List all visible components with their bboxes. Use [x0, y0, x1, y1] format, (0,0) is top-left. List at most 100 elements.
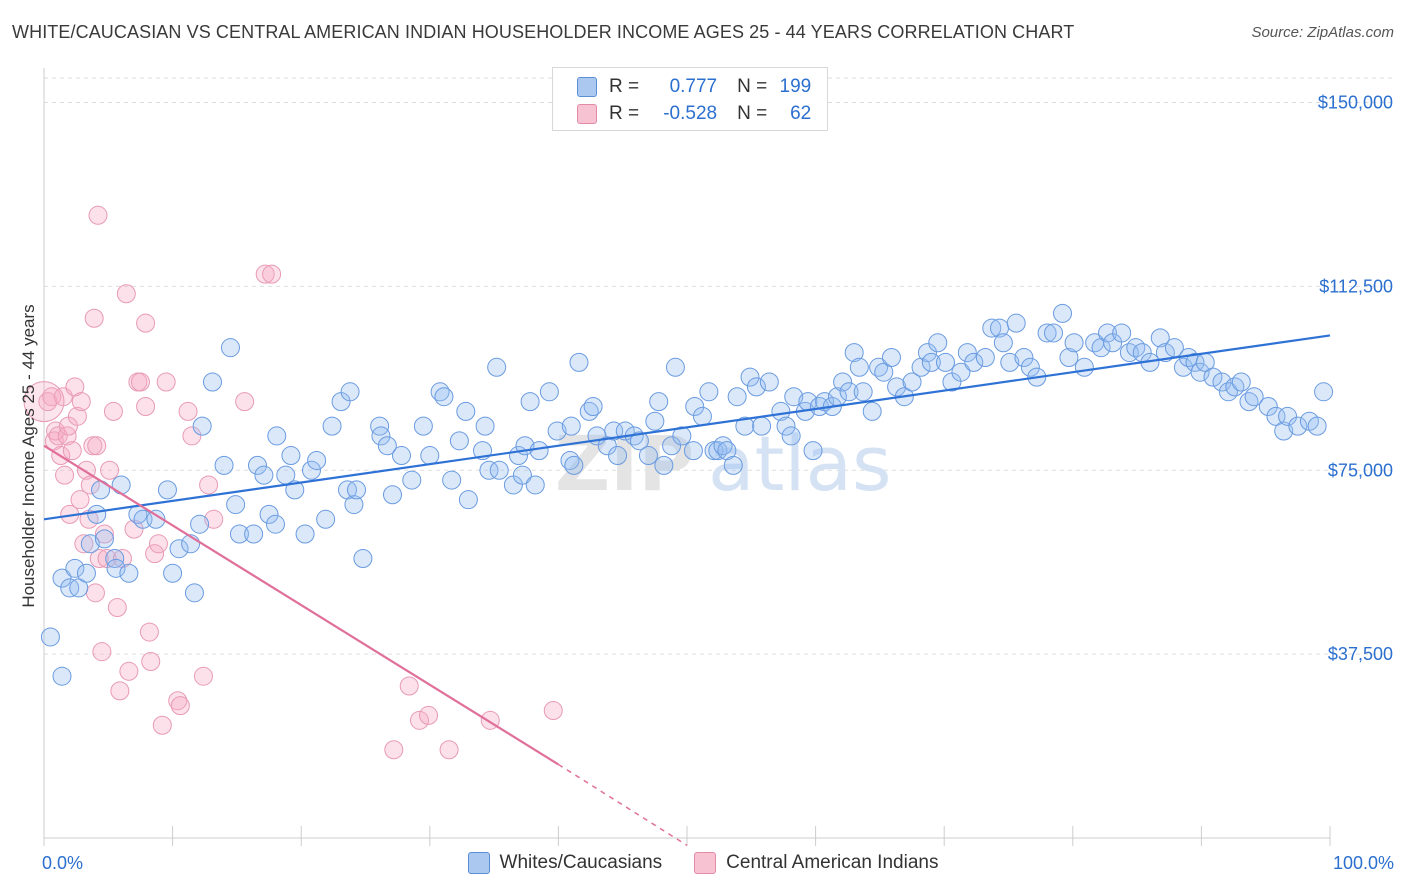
point-central-american: [80, 475, 100, 495]
point-whites: [226, 495, 246, 515]
axes: [43, 68, 1331, 846]
point-whites: [52, 568, 72, 588]
point-central-american: [255, 264, 275, 284]
point-whites: [265, 514, 285, 534]
point-central-american: [70, 490, 90, 510]
point-whites: [456, 401, 476, 421]
point-whites: [583, 397, 603, 417]
legend-item-whites[interactable]: Whites/Caucasians: [467, 852, 662, 874]
point-whites: [917, 343, 937, 363]
point-whites: [699, 382, 719, 402]
point-whites: [383, 485, 403, 505]
point-central-american: [262, 264, 282, 284]
legend-swatch-pink: [577, 104, 597, 124]
point-whites: [833, 372, 853, 392]
point-central-american: [204, 509, 224, 529]
point-whites: [735, 416, 755, 436]
point-whites: [1112, 323, 1132, 343]
point-whites: [1059, 347, 1079, 367]
point-central-american: [168, 691, 188, 711]
point-whites: [340, 382, 360, 402]
point-whites: [723, 455, 743, 475]
point-whites: [146, 509, 166, 529]
point-whites: [1185, 352, 1205, 372]
y-tick-label: $112,500: [1319, 276, 1393, 296]
point-central-american: [170, 696, 190, 716]
point-whites: [87, 504, 107, 524]
point-whites: [525, 475, 545, 495]
point-central-american: [199, 475, 219, 495]
legend-r-label: R =: [609, 103, 640, 124]
point-whites: [1212, 372, 1232, 392]
point-whites: [727, 387, 747, 407]
point-whites: [1053, 303, 1073, 323]
legend-r-label: R =: [609, 76, 640, 97]
point-whites: [569, 352, 589, 372]
point-central-american: [178, 401, 198, 421]
point-whites: [202, 372, 222, 392]
point-central-american: [42, 387, 62, 407]
y-tick-label: $37,500: [1328, 644, 1393, 664]
point-whites: [106, 558, 126, 578]
point-whites: [975, 347, 995, 367]
point-central-american: [62, 441, 82, 461]
point-whites: [1000, 352, 1020, 372]
point-central-american: [57, 426, 77, 446]
correlation-legend: R = 0.777 N = 199 R = -0.528 N = 62: [552, 67, 828, 131]
point-central-american: [136, 313, 156, 333]
point-whites: [512, 465, 532, 485]
point-central-american: [235, 392, 255, 412]
point-whites: [957, 343, 977, 363]
point-central-american-large: [23, 381, 65, 423]
point-central-american: [136, 397, 156, 417]
point-whites: [529, 441, 549, 461]
point-central-american: [89, 549, 109, 569]
point-central-american: [55, 465, 75, 485]
point-whites: [301, 460, 321, 480]
point-central-american: [103, 401, 123, 421]
point-whites: [1231, 372, 1251, 392]
point-whites: [458, 490, 478, 510]
point-whites: [105, 549, 125, 569]
point-whites: [964, 352, 984, 372]
point-whites: [65, 558, 85, 578]
point-whites: [759, 372, 779, 392]
point-central-american: [87, 436, 107, 456]
point-whites: [853, 382, 873, 402]
legend-r-value: 0.777: [669, 76, 718, 97]
point-central-american: [130, 372, 150, 392]
legend-row-whites: R = 0.777 N = 199: [577, 74, 811, 100]
point-whites: [295, 524, 315, 544]
y-axis-label: Householder Income Ages 25 - 44 years: [19, 304, 38, 607]
point-whites: [1190, 362, 1210, 382]
point-central-american: [84, 308, 104, 328]
point-whites: [370, 416, 390, 436]
point-whites: [442, 470, 462, 490]
point-whites: [392, 446, 412, 466]
point-whites: [1074, 357, 1094, 377]
point-whites: [244, 524, 264, 544]
point-whites: [645, 411, 665, 431]
point-whites: [190, 514, 210, 534]
point-central-american: [139, 622, 159, 642]
legend-n-value: 199: [779, 76, 812, 97]
point-whites: [1126, 338, 1146, 358]
legend-row-central-american: R = -0.528 N = 62: [577, 101, 811, 127]
trend-line-central-american: [43, 444, 559, 766]
legend-item-central-american[interactable]: Central American Indians: [694, 852, 938, 874]
source-label: Source: ZipAtlas.com: [1251, 24, 1394, 41]
point-central-american: [410, 710, 430, 730]
point-whites: [1258, 397, 1278, 417]
trend-line-whites: [43, 334, 1331, 521]
legend-r-value: -0.528: [663, 103, 718, 124]
point-whites: [479, 460, 499, 480]
point-whites: [692, 406, 712, 426]
point-whites: [371, 426, 391, 446]
legend-n-value: 62: [790, 103, 812, 124]
point-central-american: [71, 392, 91, 412]
point-whites: [1307, 416, 1327, 436]
point-whites: [776, 416, 796, 436]
point-whites: [157, 480, 177, 500]
point-whites: [902, 372, 922, 392]
point-whites: [803, 441, 823, 461]
